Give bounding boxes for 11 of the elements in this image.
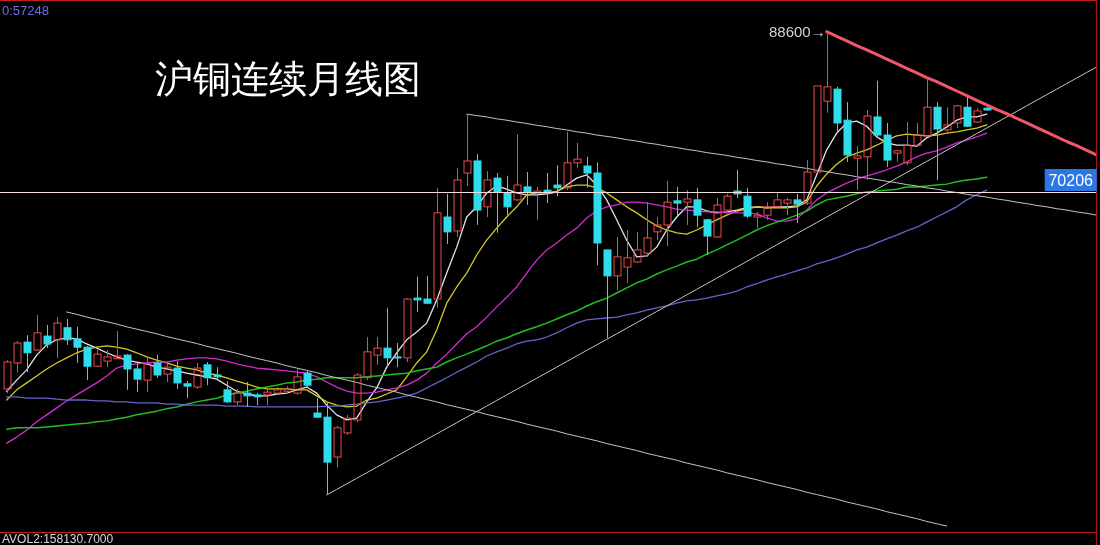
candlestick [933, 101, 942, 181]
text: 沪铜连续月线图 [155, 57, 421, 101]
text: AVOL2:158130.7000 [2, 531, 114, 545]
text: 0:57248 [2, 3, 49, 18]
candlestick [443, 193, 452, 245]
annotation: 70206 [1048, 172, 1094, 189]
candlestick [503, 175, 512, 216]
candlestick [523, 171, 532, 206]
candlestick [603, 249, 612, 339]
candlestick [463, 113, 472, 187]
annotation: 88600→ [768, 22, 826, 40]
